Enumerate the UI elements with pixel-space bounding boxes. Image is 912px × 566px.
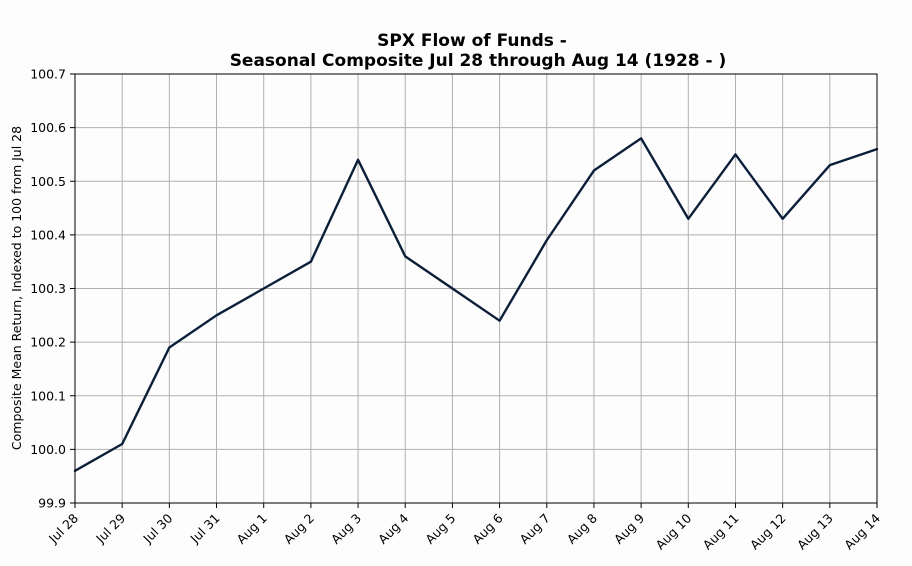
y-axis-ticks: 99.9 100.0 100.1 100.2 100.3 100.4 100.5 100.6 1… <box>30 67 75 511</box>
x-tick-label: Jul 28 <box>45 510 81 546</box>
x-tick-label: Aug 9 <box>611 510 647 546</box>
y-axis-label: Composite Mean Return, Indexed to 100 fr… <box>9 126 24 450</box>
y-tick-label: 99.9 <box>38 496 66 511</box>
x-tick-label: Aug 12 <box>747 511 789 553</box>
x-tick-label: Jul 30 <box>139 510 175 546</box>
y-tick-label: 100.1 <box>30 388 66 403</box>
y-tick-label: 100.6 <box>30 120 66 135</box>
series-layer <box>73 137 879 473</box>
x-tick-label: Aug 14 <box>841 510 883 552</box>
x-tick-label: Aug 10 <box>652 510 694 552</box>
y-tick-label: 100.7 <box>30 67 66 82</box>
x-tick-label: Aug 13 <box>794 511 836 553</box>
x-tick-label: Aug 6 <box>469 510 505 546</box>
x-tick-label: Aug 8 <box>564 510 600 546</box>
x-tick-label: Aug 5 <box>422 511 458 547</box>
chart-title: SPX Flow of Funds - <box>377 31 567 51</box>
x-tick-label: Aug 4 <box>375 510 411 546</box>
x-tick-label: Aug 3 <box>328 511 364 547</box>
x-tick-label: Jul 31 <box>187 511 223 547</box>
y-tick-label: 100.3 <box>30 281 66 296</box>
y-tick-label: 100.2 <box>30 335 66 350</box>
y-tick-label: 100.5 <box>30 174 66 189</box>
x-tick-label: Aug 7 <box>517 511 553 547</box>
y-tick-label: 100.4 <box>30 227 66 242</box>
series-line <box>73 137 879 473</box>
y-tick-label: 100.0 <box>30 442 66 457</box>
x-tick-label: Aug 2 <box>281 511 317 547</box>
x-tick-label: Jul 29 <box>92 510 128 546</box>
x-tick-label: Aug 11 <box>700 511 742 553</box>
chart-subtitle: Seasonal Composite Jul 28 through Aug 14… <box>230 51 727 71</box>
grid <box>74 73 878 504</box>
x-axis-ticks: Jul 28 Jul 29 Jul 30 Jul 31 Aug 1 Aug 2 Aug 3 A… <box>45 503 883 552</box>
x-tick-label: Aug 1 <box>234 511 270 547</box>
